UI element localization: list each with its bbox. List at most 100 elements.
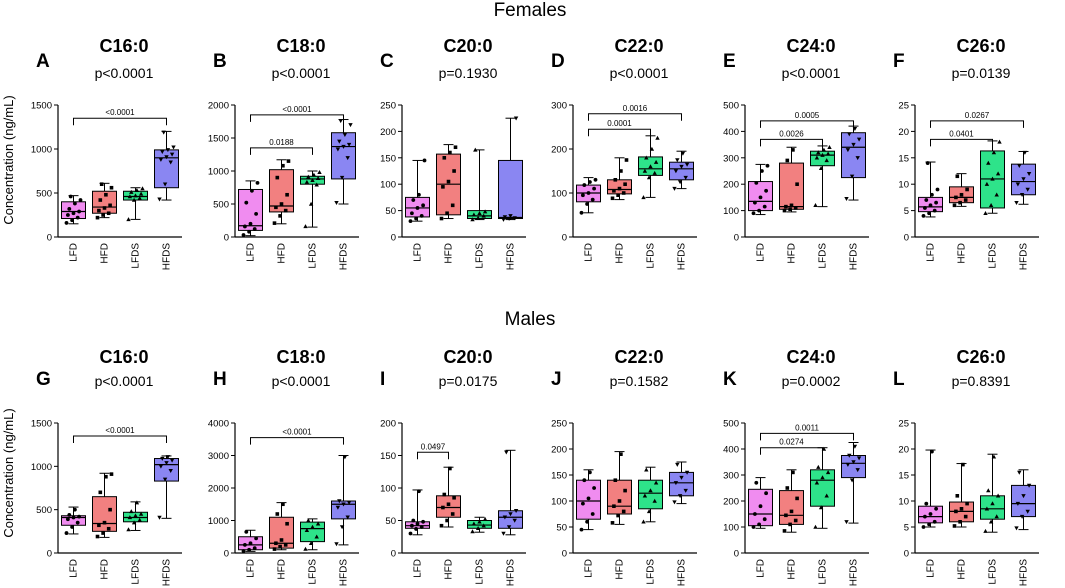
data-point	[849, 478, 855, 483]
data-point	[986, 488, 991, 493]
panel-p-value: p=0.8391	[952, 373, 1011, 389]
data-point	[477, 519, 482, 524]
data-point	[315, 521, 321, 526]
data-point	[422, 158, 427, 163]
data-point	[421, 519, 425, 524]
data-point	[314, 534, 319, 539]
data-point	[623, 488, 627, 493]
x-tick-label: HFD	[615, 559, 626, 580]
data-point	[310, 524, 315, 529]
panel-lipid-name: C26:0	[956, 347, 1005, 367]
significance-label: 0.0005	[795, 111, 820, 120]
data-point	[342, 455, 348, 460]
y-tick-label: 250	[551, 419, 567, 430]
data-point	[453, 145, 458, 150]
significance-bracket	[760, 432, 854, 441]
data-point	[169, 458, 175, 463]
data-point	[1021, 494, 1026, 499]
data-point	[1019, 514, 1025, 519]
y-tick-label: 200	[551, 445, 567, 456]
x-tick-label: LFD	[926, 243, 937, 262]
data-point	[579, 210, 584, 215]
data-point	[845, 462, 851, 467]
data-point	[95, 215, 100, 220]
data-point	[129, 189, 134, 194]
data-point	[813, 524, 818, 529]
data-point	[417, 489, 421, 494]
panel-l: L C26:0 p=0.8391 0 5 10 15 20 25 LFD HFD LFDS HFDS	[893, 347, 1039, 586]
data-point	[612, 189, 616, 193]
data-point	[619, 452, 623, 456]
y-tick-label: 0	[391, 549, 396, 560]
data-point	[924, 198, 929, 202]
panel-a: A C16:0 p<0.0001 0 500 1000 1500 LFD HFD LFDS HFDS…	[31, 36, 182, 270]
data-point	[1014, 200, 1019, 205]
box-hfds	[669, 161, 694, 181]
data-point	[129, 509, 134, 514]
data-point	[64, 531, 69, 535]
data-point	[275, 175, 280, 180]
data-point	[250, 188, 254, 193]
data-point	[244, 529, 249, 534]
data-point	[106, 526, 111, 531]
data-point	[684, 162, 690, 167]
data-point	[672, 186, 677, 191]
y-tick-label: 20	[898, 127, 909, 138]
data-point	[610, 521, 615, 525]
y-tick-label: 0	[562, 233, 567, 244]
data-point	[341, 144, 346, 149]
data-point	[71, 515, 76, 520]
data-point	[64, 221, 69, 225]
data-point	[927, 211, 931, 216]
data-point	[758, 195, 763, 200]
data-point	[592, 186, 596, 191]
data-point	[168, 468, 173, 473]
panel-g: G C16:0 p<0.0001 0 500 1000 1500 LFD HFD LFDS HFDS…	[31, 347, 182, 586]
y-tick-label: 500	[723, 101, 739, 112]
data-point	[133, 513, 138, 518]
data-point	[126, 217, 131, 222]
data-point	[452, 169, 456, 173]
data-point	[935, 187, 940, 192]
data-point	[673, 169, 679, 174]
data-point	[965, 187, 969, 192]
data-point	[278, 214, 282, 218]
data-point	[471, 521, 477, 526]
data-point	[95, 534, 100, 539]
box-lfds	[300, 521, 325, 543]
data-point	[104, 474, 108, 479]
data-point	[164, 155, 169, 160]
x-tick-label: LFD	[413, 243, 424, 262]
y-tick-label: 200	[723, 180, 739, 191]
data-point	[856, 456, 862, 461]
data-point	[592, 486, 596, 490]
data-point	[339, 525, 345, 530]
box-lfds	[810, 469, 835, 507]
data-point	[849, 174, 855, 179]
data-point	[930, 449, 934, 454]
significance-bracket	[73, 117, 167, 126]
data-point	[757, 208, 761, 213]
data-point	[241, 233, 246, 237]
data-point	[408, 219, 413, 224]
panel-p-value: p=0.0002	[782, 373, 841, 389]
data-point	[813, 203, 818, 208]
data-point	[157, 515, 162, 520]
data-point	[158, 464, 164, 469]
data-point	[101, 531, 105, 535]
y-tick-label: 20	[898, 445, 909, 456]
data-point	[581, 501, 585, 506]
panel-letter: C	[380, 51, 394, 72]
data-point	[924, 501, 929, 506]
box-hfds	[841, 455, 866, 479]
significance-bracket	[930, 120, 1024, 128]
x-tick-label: HFDS	[849, 559, 860, 587]
significance-bracket	[73, 435, 167, 443]
data-point	[958, 520, 962, 524]
y-tick-label: 100	[551, 189, 567, 200]
panel-p-value: p<0.0001	[95, 373, 154, 389]
data-point	[652, 170, 657, 175]
data-point	[784, 513, 788, 518]
y-tick-label: 50	[385, 206, 396, 217]
data-point	[272, 547, 277, 551]
